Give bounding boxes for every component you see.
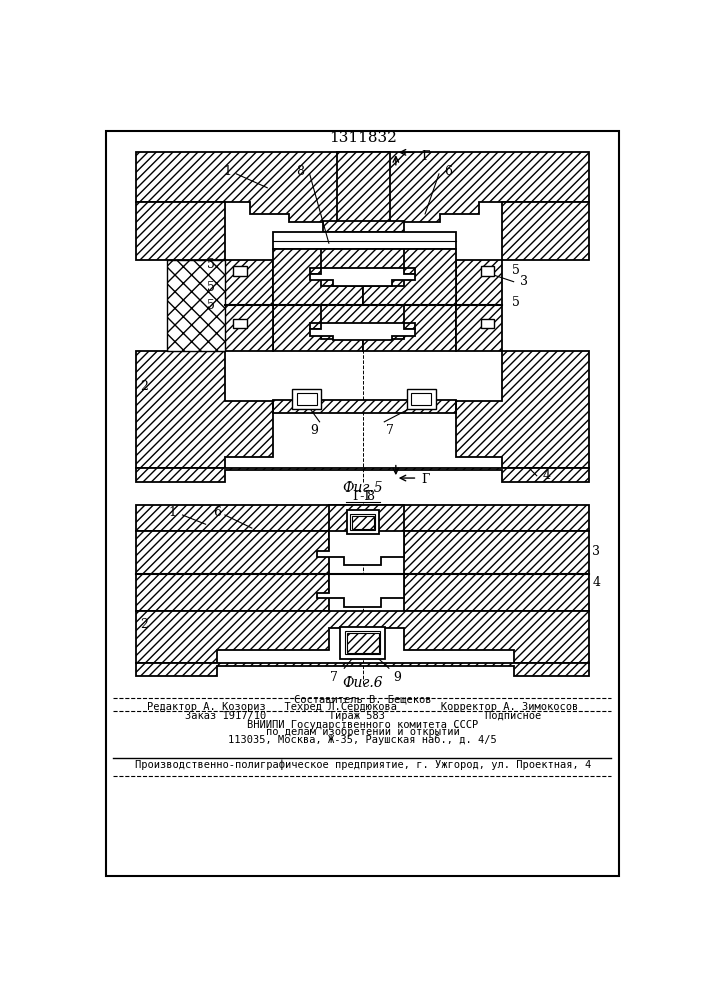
- Text: 1: 1: [168, 506, 176, 519]
- Polygon shape: [310, 249, 415, 286]
- Polygon shape: [136, 202, 225, 260]
- Polygon shape: [273, 305, 363, 351]
- Polygon shape: [167, 260, 225, 351]
- Polygon shape: [502, 202, 589, 260]
- Polygon shape: [136, 574, 329, 611]
- Text: Фиг.6: Фиг.6: [342, 676, 383, 690]
- Text: 6: 6: [444, 165, 452, 178]
- Text: Производственно-полиграфическое предприятие, г. Ужгород, ул. Проектная, 4: Производственно-полиграфическое предприя…: [134, 760, 591, 770]
- Text: 8: 8: [296, 165, 304, 178]
- Polygon shape: [404, 574, 589, 611]
- Bar: [351, 514, 375, 530]
- Polygon shape: [404, 531, 589, 574]
- Bar: [407, 389, 436, 409]
- Bar: [296, 393, 317, 405]
- Bar: [481, 319, 494, 328]
- Polygon shape: [363, 249, 456, 305]
- Polygon shape: [317, 531, 404, 565]
- Text: 5: 5: [207, 299, 215, 312]
- Bar: [481, 266, 494, 276]
- Text: 3: 3: [592, 545, 600, 558]
- Polygon shape: [136, 531, 329, 574]
- Polygon shape: [136, 611, 589, 663]
- Bar: [346, 510, 379, 534]
- Bar: [324, 221, 404, 232]
- Text: Г: Г: [421, 473, 429, 486]
- Text: по делам изобретений и открытий: по делам изобретений и открытий: [266, 727, 460, 737]
- Bar: [337, 152, 390, 222]
- Text: Редактор А. Козориз   Техред Л.Сердюкова       Корректор А. Зимокосов: Редактор А. Козориз Техред Л.Сердюкова К…: [147, 702, 578, 712]
- Bar: [340, 627, 385, 659]
- Text: Г: Г: [421, 150, 429, 163]
- Text: Составитель В. Бещеков: Составитель В. Бещеков: [294, 695, 431, 705]
- Text: 5: 5: [512, 264, 520, 277]
- Polygon shape: [136, 351, 589, 468]
- Polygon shape: [317, 574, 404, 607]
- Bar: [411, 393, 431, 405]
- Polygon shape: [363, 305, 456, 351]
- Text: 7: 7: [330, 671, 338, 684]
- Text: 9: 9: [310, 424, 318, 437]
- Polygon shape: [310, 323, 415, 340]
- Bar: [273, 232, 456, 249]
- Bar: [352, 516, 373, 529]
- Text: 5: 5: [207, 281, 215, 294]
- Text: ВНИИПИ Государственного комитета СССР: ВНИИПИ Государственного комитета СССР: [247, 720, 479, 730]
- Polygon shape: [456, 260, 502, 305]
- Polygon shape: [225, 305, 273, 351]
- Text: Заказ 1917/10          Тираж 583                Подписное: Заказ 1917/10 Тираж 583 Подписное: [185, 711, 541, 721]
- Polygon shape: [225, 260, 273, 305]
- Text: 4: 4: [543, 469, 551, 482]
- Text: Г-Г: Г-Г: [352, 490, 373, 503]
- Text: 113035, Москва, Ж-35, Раушская наб., д. 4/5: 113035, Москва, Ж-35, Раушская наб., д. …: [228, 735, 497, 745]
- Bar: [346, 633, 379, 653]
- Polygon shape: [136, 468, 589, 482]
- Bar: [233, 266, 247, 276]
- Bar: [345, 631, 380, 654]
- Text: 9: 9: [394, 671, 402, 684]
- Text: 7: 7: [386, 424, 394, 437]
- Text: 2: 2: [140, 379, 148, 392]
- Bar: [329, 505, 404, 540]
- Polygon shape: [310, 305, 415, 339]
- Text: 2: 2: [140, 618, 148, 631]
- Bar: [233, 319, 247, 328]
- Text: 1: 1: [223, 165, 231, 178]
- Text: 3: 3: [520, 275, 528, 288]
- Text: 1311832: 1311832: [329, 131, 397, 145]
- Polygon shape: [136, 505, 589, 540]
- Text: 6: 6: [213, 506, 221, 519]
- Polygon shape: [273, 249, 363, 305]
- Bar: [292, 389, 321, 409]
- Text: 5: 5: [207, 258, 215, 271]
- Text: 4: 4: [592, 576, 600, 588]
- Polygon shape: [136, 663, 589, 676]
- Polygon shape: [136, 152, 589, 222]
- Text: 5: 5: [512, 296, 520, 309]
- Text: Фиг.5: Фиг.5: [342, 481, 383, 495]
- Polygon shape: [310, 268, 415, 286]
- Text: 8: 8: [366, 490, 375, 503]
- Polygon shape: [456, 305, 502, 351]
